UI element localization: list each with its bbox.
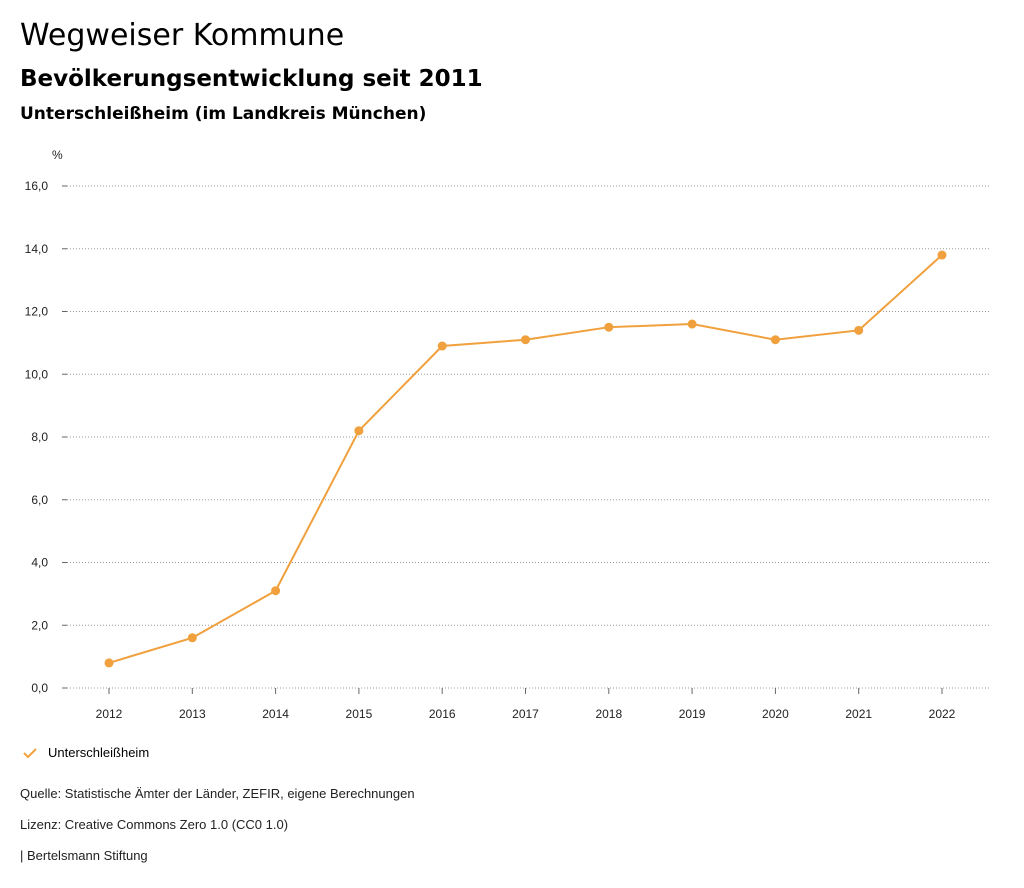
x-axis: 2012 2013 2014 2015 2016 2017 2018 2019 2020 2021… [96,688,956,721]
data-point[interactable] [770,335,780,345]
chart-subtitle: Bevölkerungsentwicklung seit 2011 [20,66,483,92]
series-line [108,254,943,664]
data-point[interactable] [104,658,114,668]
x-tick-label: 2016 [429,707,456,721]
x-tick-label: 2021 [845,707,872,721]
y-tick-label: 8,0 [31,430,48,444]
x-tick-label: 2018 [595,707,622,721]
line-chart: % 0,02,04,06,08,010,012,014,016,0 2012 20… [25,148,990,721]
y-tick-label: 0,0 [31,681,48,695]
source-note: Quelle: Statistische Ämter der Länder, Z… [20,786,415,801]
y-tick-label: 14,0 [25,242,49,256]
region-label: Unterschleißheim (im Landkreis München) [20,104,427,124]
y-tick-label: 6,0 [31,493,48,507]
data-point[interactable] [854,325,864,335]
y-axis-ticks: 0,0 2,0 4,0 6,0 8,0 10,0 12,0 14,0 16,0 [25,179,67,695]
checkmark-icon [23,747,37,758]
data-point[interactable] [521,335,530,345]
data-point[interactable] [937,250,947,260]
data-point[interactable] [187,633,197,643]
x-tick-label: 2020 [762,707,789,721]
y-tick-label: 2,0 [31,618,48,632]
legend-item-unterschleissheim[interactable]: Unterschleißheim [22,745,149,760]
legend-label: Unterschleißheim [48,745,150,760]
x-tick-label: 2012 [96,707,123,721]
x-tick-label: 2014 [262,707,289,721]
x-tick-label: 2013 [179,707,206,721]
data-point[interactable] [437,341,447,351]
grid [67,185,990,689]
x-tick-label: 2017 [512,707,539,721]
data-point[interactable] [354,426,364,436]
page-title: Wegweiser Kommune [20,18,345,53]
brand-note: | Bertelsmann Stiftung [20,848,148,863]
y-axis-unit: % [52,148,63,162]
y-tick-label: 16,0 [25,179,49,193]
y-tick-label: 4,0 [31,556,48,570]
data-point[interactable] [271,586,281,596]
license-note: Lizenz: Creative Commons Zero 1.0 (CC0 1… [20,817,289,832]
y-tick-label: 10,0 [25,367,49,381]
x-tick-label: 2015 [346,707,373,721]
x-tick-label: 2019 [679,707,706,721]
x-tick-label: 2022 [929,707,956,721]
y-tick-label: 12,0 [25,305,49,319]
series-layer [104,250,947,668]
data-point[interactable] [687,319,697,329]
data-point[interactable] [604,322,614,332]
